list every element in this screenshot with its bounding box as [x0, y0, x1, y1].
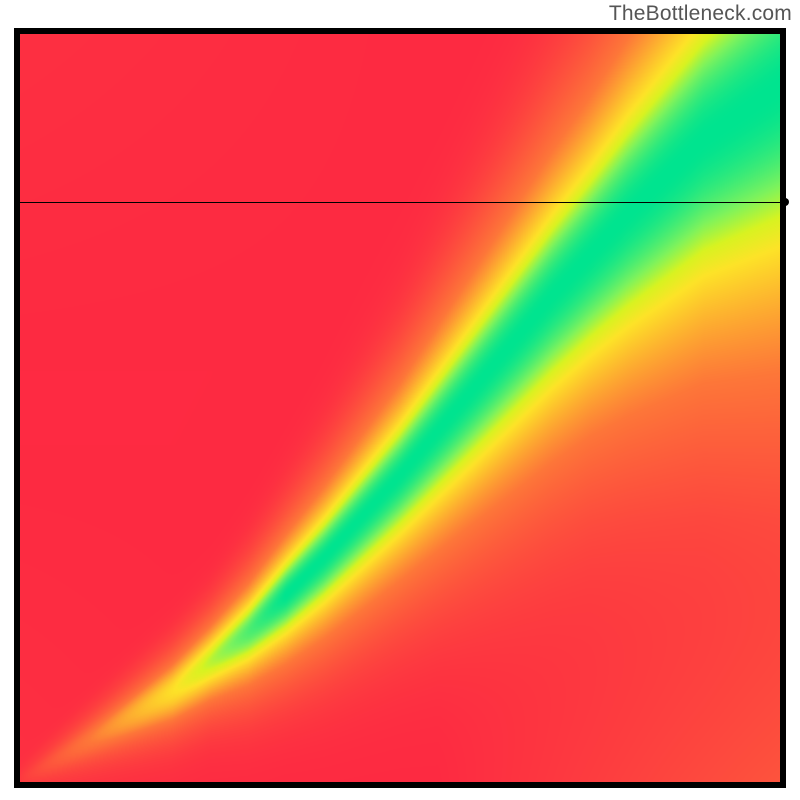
watermark-text: TheBottleneck.com	[609, 2, 792, 26]
heatmap-canvas	[20, 34, 780, 782]
reference-marker-dot	[781, 198, 789, 206]
horizontal-reference-line	[20, 202, 780, 203]
plot-frame	[14, 28, 786, 788]
figure-container: TheBottleneck.com	[0, 0, 800, 800]
